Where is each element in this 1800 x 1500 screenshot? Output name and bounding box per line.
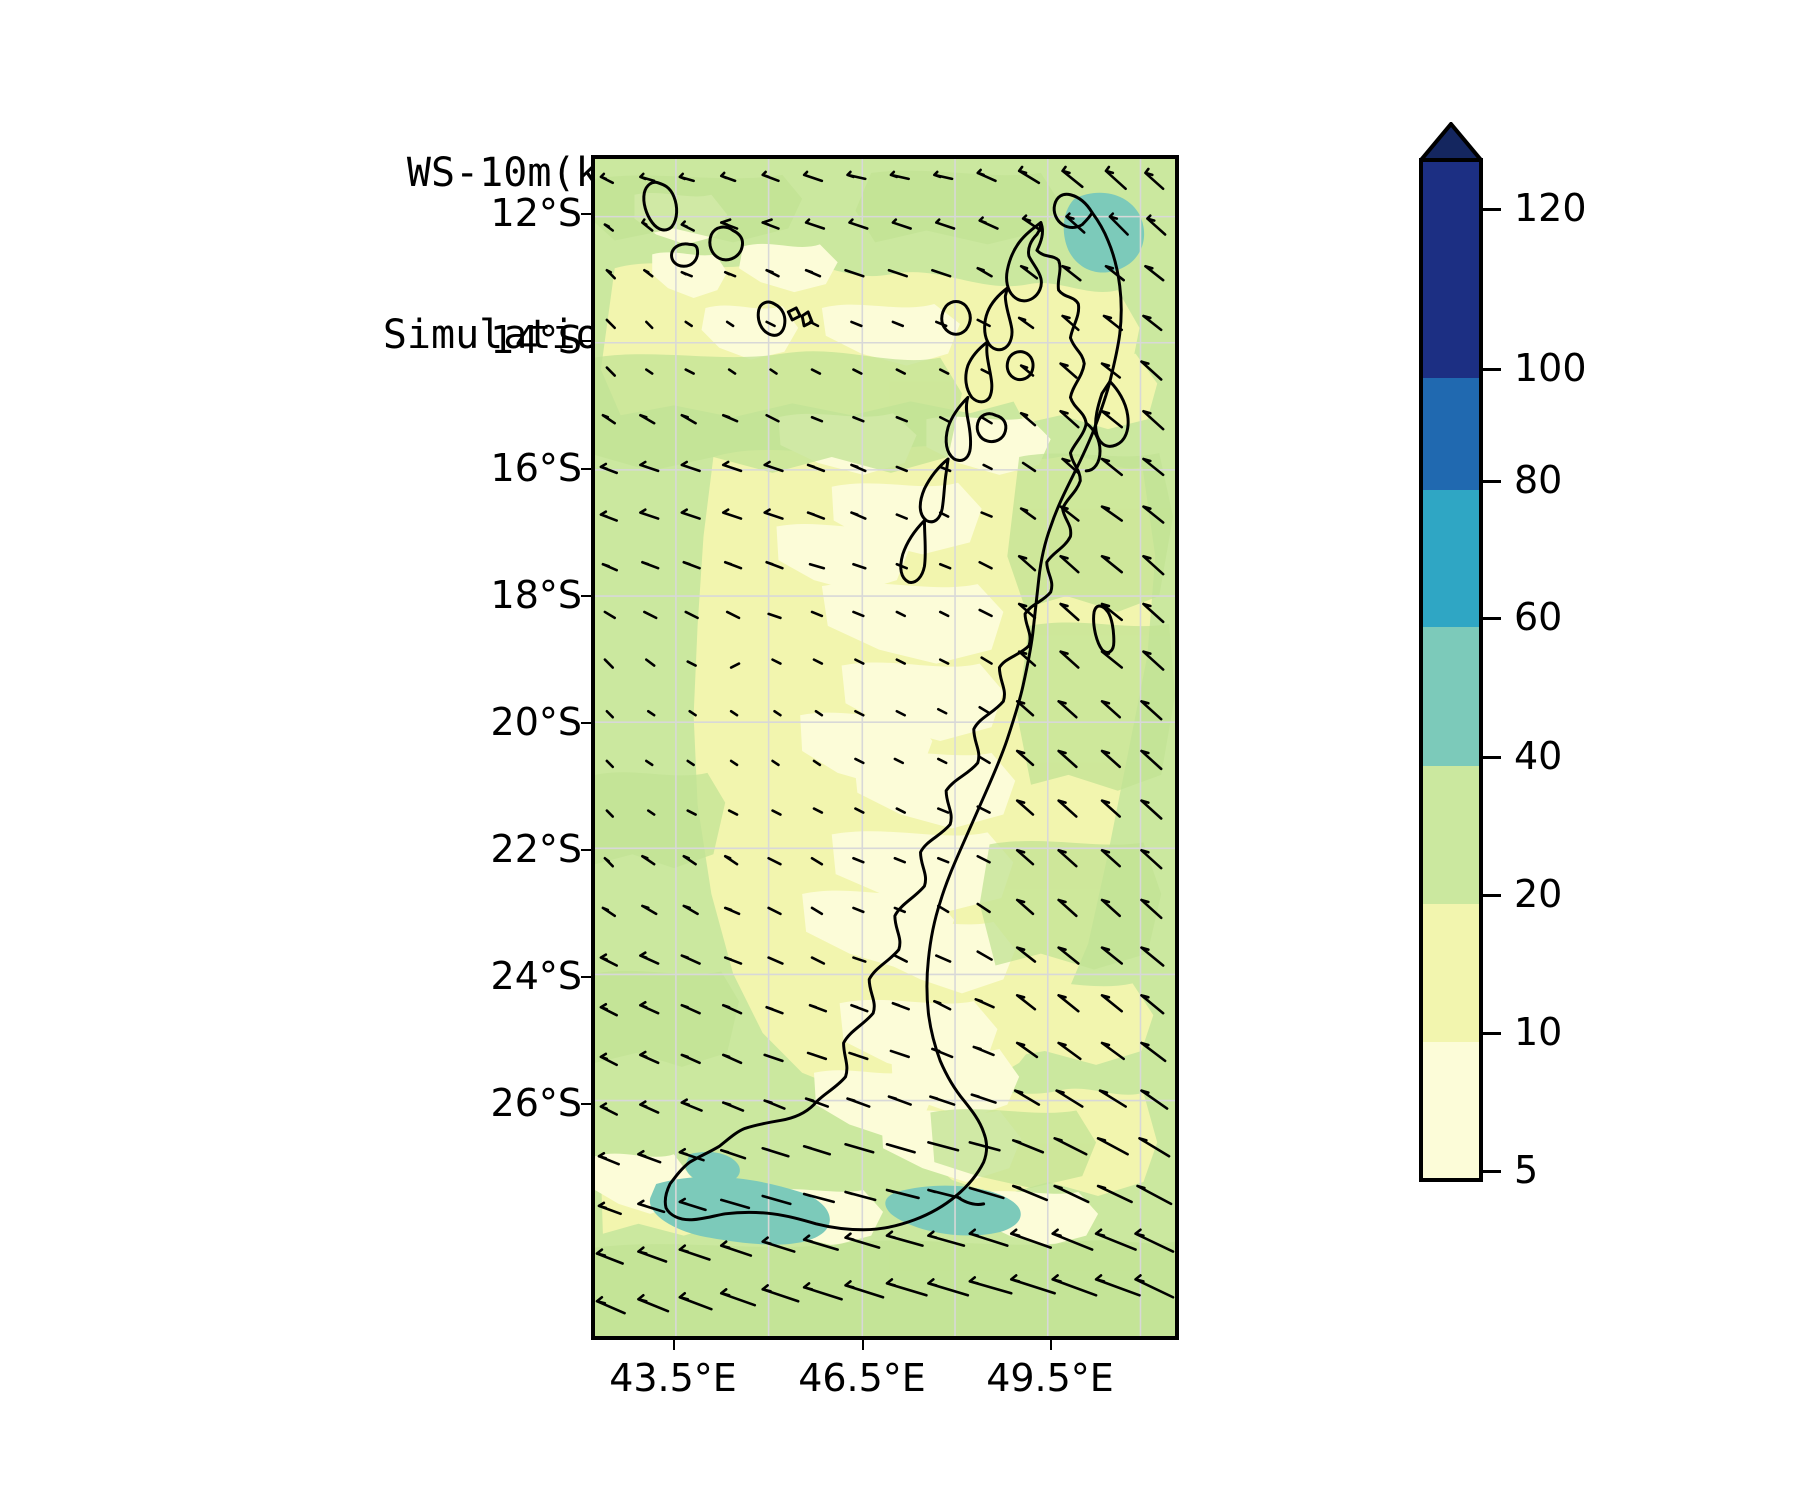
- colorbar-seg-80-100: [1421, 378, 1481, 490]
- ytick-label-12s: 12°S: [490, 191, 582, 235]
- xtick-label-49-5e: 49.5°E: [986, 1356, 1114, 1400]
- ytick-label-24s: 24°S: [490, 954, 582, 998]
- ytick-label-26s: 26°S: [490, 1081, 582, 1125]
- colorbar-label-120: 120: [1514, 186, 1587, 230]
- colorbar-seg-100-120: [1421, 160, 1481, 378]
- ytick-mark: [581, 849, 591, 851]
- colorbar-tick-mark: [1483, 1032, 1501, 1035]
- colorbar-tick-mark: [1483, 894, 1501, 897]
- colorbar-extend-arrow: [1419, 122, 1483, 162]
- ytick-mark: [581, 1103, 591, 1105]
- colorbar-tick-mark: [1483, 617, 1501, 620]
- colorbar-label-80: 80: [1514, 458, 1563, 502]
- colorbar-tick-mark: [1483, 1170, 1501, 1173]
- colorbar-tick-mark: [1483, 208, 1501, 211]
- xtick-label-43-5e: 43.5°E: [609, 1356, 737, 1400]
- xtick-mark: [862, 1340, 864, 1350]
- ytick-mark: [581, 976, 591, 978]
- colorbar-seg-10-20: [1421, 904, 1481, 1042]
- ytick-label-18s: 18°S: [490, 573, 582, 617]
- colorbar-tick-mark: [1483, 480, 1501, 483]
- ytick-mark: [581, 595, 591, 597]
- colorbar-tick-mark: [1483, 756, 1501, 759]
- ytick-mark: [581, 468, 591, 470]
- ytick-label-16s: 16°S: [490, 446, 582, 490]
- ytick-mark: [581, 722, 591, 724]
- colorbar-label-20: 20: [1514, 872, 1563, 916]
- colorbar-tick-mark: [1483, 368, 1501, 371]
- map-plot-area: [595, 159, 1175, 1336]
- map-axes: [591, 155, 1179, 1340]
- colorbar: [1419, 122, 1483, 1340]
- colorbar-seg-5-10: [1421, 1042, 1481, 1180]
- colorbar-seg-20-40: [1421, 766, 1481, 904]
- ytick-label-22s: 22°S: [490, 827, 582, 871]
- colorbar-label-5: 5: [1514, 1148, 1539, 1192]
- xtick-mark: [673, 1340, 675, 1350]
- colorbar-label-10: 10: [1514, 1010, 1563, 1054]
- ytick-mark: [581, 213, 591, 215]
- colorbar-label-60: 60: [1514, 595, 1563, 639]
- ytick-mark: [581, 340, 591, 342]
- colorbar-gradient: [1419, 122, 1483, 1182]
- xtick-mark: [1050, 1340, 1052, 1350]
- colorbar-seg-60-80: [1421, 490, 1481, 627]
- colorbar-outline: [1419, 158, 1483, 1182]
- colorbar-seg-40-60: [1421, 627, 1481, 766]
- colorbar-label-100: 100: [1514, 346, 1587, 390]
- colorbar-label-40: 40: [1514, 734, 1563, 778]
- ytick-label-14s: 14°S: [490, 318, 582, 362]
- wind-vector-field: [595, 165, 1175, 1315]
- xtick-label-46-5e: 46.5°E: [798, 1356, 926, 1400]
- ytick-label-20s: 20°S: [490, 700, 582, 744]
